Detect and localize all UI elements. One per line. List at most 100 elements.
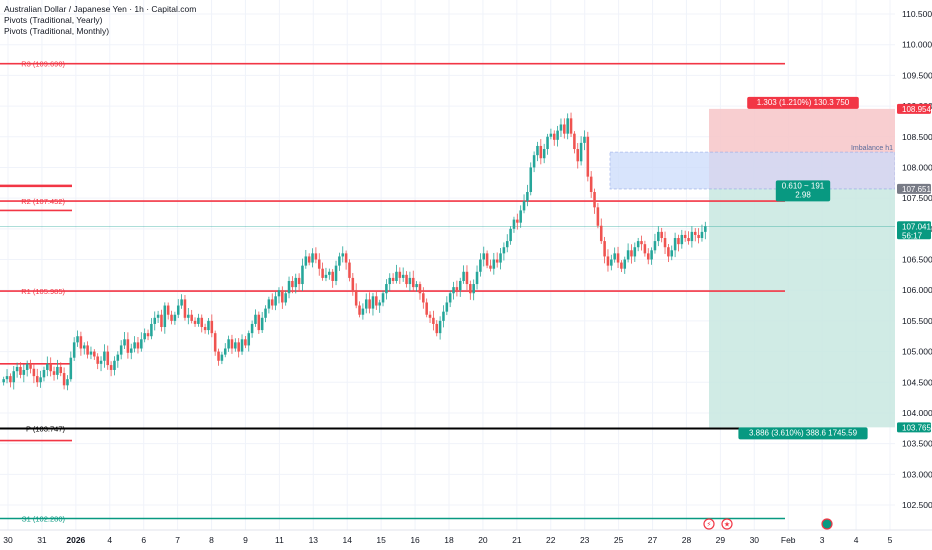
candle-body: [516, 219, 519, 223]
candle-body: [230, 339, 234, 349]
candle-body: [143, 333, 146, 340]
time-axis-label: 5: [888, 535, 893, 545]
event-flash-icon-glyph: ⚡: [707, 521, 712, 529]
candle-body: [52, 371, 56, 375]
indicator-monthly-pivots[interactable]: Pivots (Traditional, Monthly): [4, 26, 110, 36]
candle-body: [646, 253, 650, 260]
candle-body: [76, 336, 79, 343]
candle-body: [62, 373, 66, 386]
candle-body: [364, 299, 368, 309]
candle-body: [398, 271, 402, 278]
candle-body: [385, 284, 388, 294]
candle-body: [569, 118, 573, 134]
risk-reward-label: 0.610 ~ 191: [782, 181, 825, 190]
candle-body: [435, 323, 439, 334]
candle-body: [227, 339, 230, 349]
indicator-yearly-pivots[interactable]: Pivots (Traditional, Yearly): [4, 15, 103, 25]
price-axis-tick: 108.000: [902, 162, 932, 172]
candle-body: [425, 302, 428, 315]
candle-body: [297, 277, 301, 285]
time-axis-label: 16: [410, 535, 420, 545]
candle-body: [428, 314, 432, 318]
imbalance-label: Imbalance h1: [851, 145, 893, 152]
candle-body: [220, 354, 224, 361]
candle-body: [82, 345, 86, 349]
time-axis-label: 28: [682, 535, 692, 545]
candle-body: [626, 250, 630, 260]
candle-body: [361, 308, 365, 315]
candle-body: [552, 133, 556, 140]
candle-body: [596, 207, 600, 226]
candle-body: [415, 284, 418, 288]
time-axis-label: 14: [342, 535, 352, 545]
candle-body: [589, 176, 593, 192]
candle-body: [344, 253, 348, 263]
symbol-title[interactable]: Australian Dollar / Japanese Yen · 1h · …: [4, 4, 197, 14]
candle-body: [542, 149, 546, 159]
candle-body: [294, 277, 298, 288]
candle-body: [603, 241, 606, 257]
risk-reward-label: 2.98: [795, 190, 811, 199]
candle-body: [653, 241, 657, 251]
risk-reward-label-bg: [775, 180, 831, 202]
candle-body: [704, 226, 707, 232]
target-label: 3.886 (3.610%) 388.6 1745.59: [749, 428, 858, 437]
candle-body: [284, 293, 287, 303]
candle-body: [378, 302, 381, 306]
candle-body: [291, 280, 294, 288]
candle-body: [559, 124, 563, 131]
candle-body: [465, 271, 469, 285]
candle-body: [485, 253, 489, 266]
price-tag-text: 103.765: [902, 423, 931, 432]
candle-body: [317, 259, 321, 269]
candle-body: [240, 339, 244, 352]
candle-body: [623, 259, 627, 269]
time-axis-label: 20: [478, 535, 488, 545]
price-axis[interactable]: [895, 0, 932, 550]
imbalance-zone[interactable]: [609, 151, 896, 190]
candle-body: [180, 299, 183, 306]
candle-body: [314, 253, 318, 260]
candle-body: [442, 311, 445, 321]
candle-body: [56, 366, 59, 375]
candle-body: [223, 348, 227, 355]
candle-body: [156, 314, 160, 318]
candle-body: [190, 314, 193, 321]
candle-body: [79, 336, 83, 349]
candle-body: [388, 277, 392, 285]
time-axis-label: 21: [512, 535, 522, 545]
candle-body: [576, 149, 580, 162]
time-axis-label: 15: [376, 535, 386, 545]
candle-body: [133, 342, 136, 349]
event-star-icon[interactable]: [721, 518, 733, 530]
candle-body: [193, 320, 197, 324]
candle-body: [630, 250, 633, 257]
economic-event-icon[interactable]: [821, 518, 833, 530]
candle-body: [244, 339, 247, 346]
time-axis-label: 23: [580, 535, 590, 545]
candle-body: [46, 363, 49, 370]
candle-body: [200, 317, 204, 328]
price-axis-tick: 106.500: [902, 255, 932, 265]
candle-body: [650, 250, 653, 260]
candle-body: [126, 339, 130, 353]
price-tag-countdown: 56:17: [902, 231, 923, 240]
candle-body: [522, 201, 526, 211]
candle-body: [509, 228, 512, 242]
candle-body: [187, 314, 190, 318]
take-profit-zone[interactable]: [709, 188, 895, 428]
candle-body: [217, 351, 220, 361]
candle-body: [663, 238, 667, 248]
candle-body: [573, 133, 576, 150]
event-flash-icon[interactable]: [703, 518, 715, 530]
candle-body: [301, 265, 304, 285]
candle-body: [660, 231, 663, 239]
candle-body: [616, 253, 620, 263]
candle-body: [19, 366, 22, 375]
candle-body: [103, 351, 106, 361]
time-axis-label: 11: [275, 535, 284, 545]
candle-body: [438, 320, 442, 334]
price-tag: [897, 221, 931, 240]
